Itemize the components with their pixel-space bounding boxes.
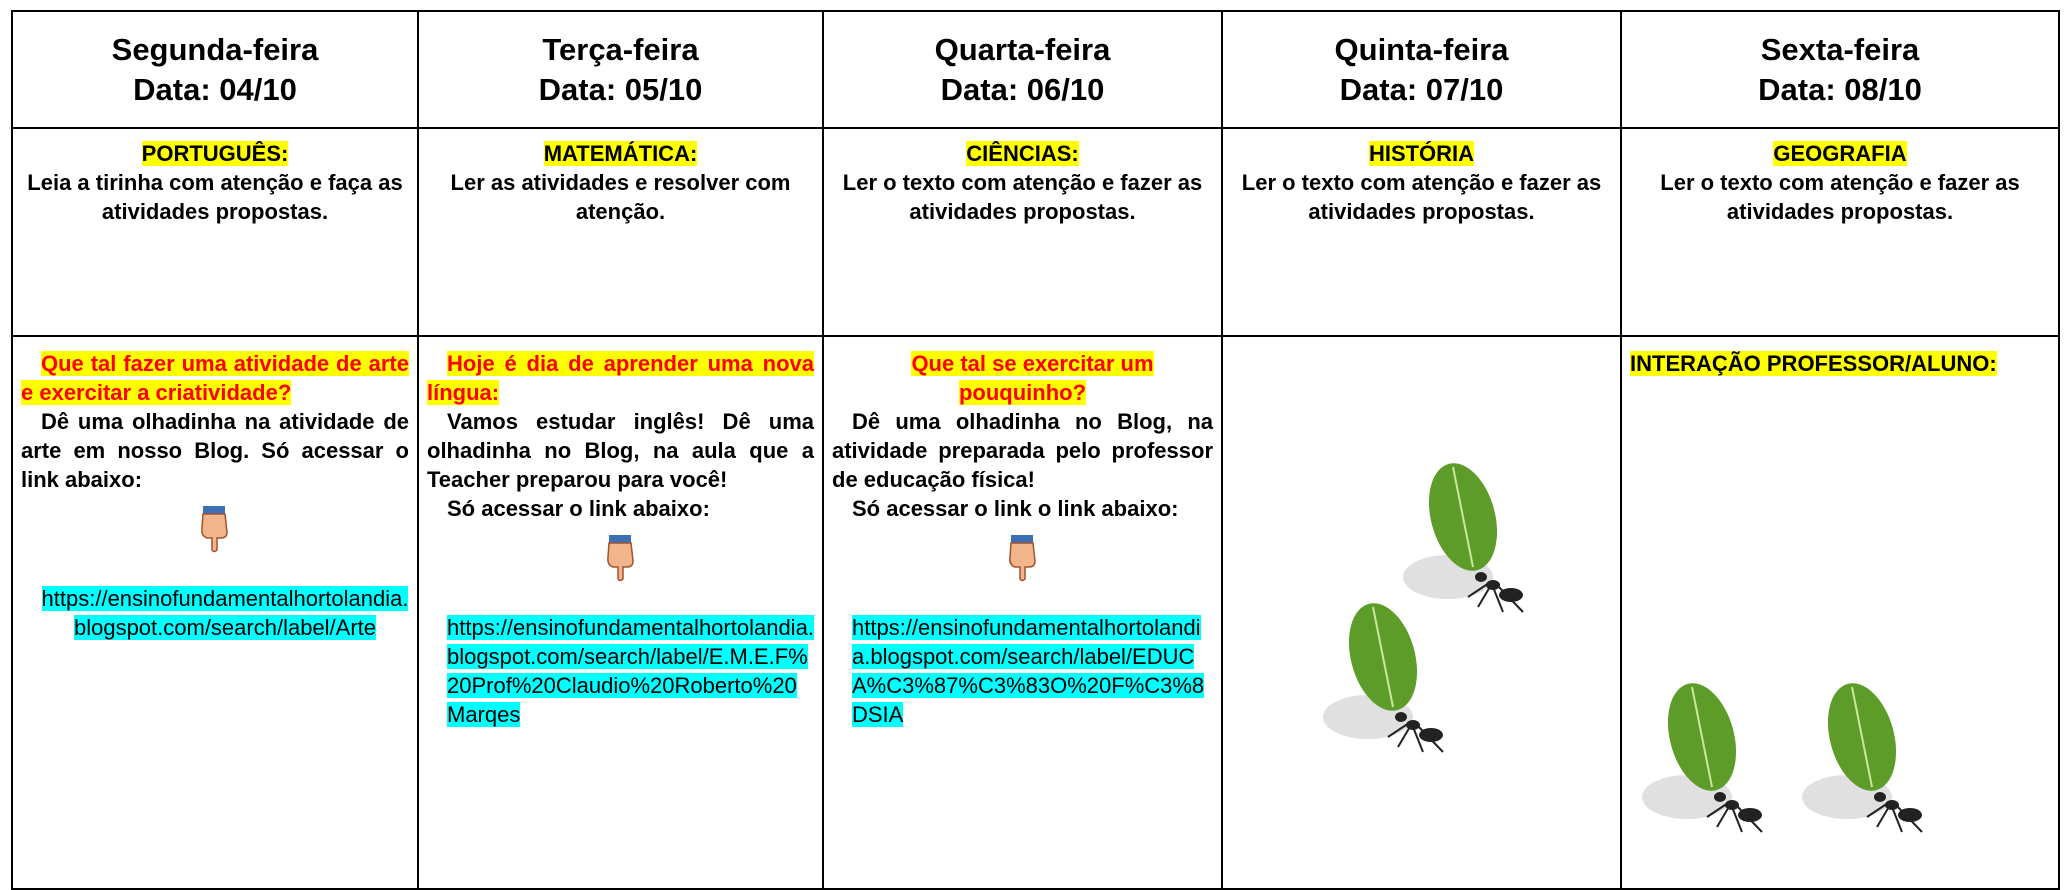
activity-row: Que tal fazer uma atividade de arte e ex… [11,335,2060,890]
hand-icon [606,535,634,582]
icon-part [1738,808,1762,822]
icon-part [1499,588,1523,602]
link-line: https://ensinofundamentalhortolandia.blo… [832,613,1213,729]
subject-line: CIÊNCIAS: [832,139,1213,168]
activity-cell: INTERAÇÃO PROFESSOR/ALUNO: [1620,335,2060,890]
subject-cell: MATEMÁTICA: Ler as atividades e resolver … [417,127,824,337]
task-text: Ler o texto com atenção e fazer as ativi… [1241,170,1602,224]
icon-part [1395,712,1407,722]
ant-leaf-image [1403,463,1524,613]
subject-line: GEOGRAFIA [1630,139,2050,168]
activity-text: Dê uma olhadinha no Blog, na atividade p… [832,409,1213,492]
day-name: Segunda-feira [111,31,319,67]
icon-part [606,542,634,582]
subject-line: HISTÓRIA [1231,139,1612,168]
subject-label: PORTUGUÊS: [141,141,289,166]
link-line: https://ensinofundamentalhortolandia.blo… [427,613,814,729]
activity-cell: Que tal fazer uma atividade de arte e ex… [11,335,419,890]
ant-leaf-image [1642,683,1763,833]
task-text: Leia a tirinha com atenção e faça as ati… [27,170,403,224]
task-text: Ler o texto com atenção e fazer as ativi… [842,170,1203,224]
task-text: Ler as atividades e resolver com atenção… [450,170,791,224]
icon-part [1010,535,1033,543]
ant-leaf-image [1802,683,1923,833]
icon-part [1419,728,1443,742]
icon-part [608,535,631,543]
activity-cell [1221,335,1622,890]
activity-heading: INTERAÇÃO PROFESSOR/ALUNO: [1630,351,1997,376]
activity-cell: Hoje é dia de aprender uma nova língua: V… [417,335,824,890]
schedule-table: Segunda-feira Data: 04/10 Terça-feira Data:… [11,10,2060,890]
header-row: Segunda-feira Data: 04/10 Terça-feira Data:… [11,10,2060,129]
subject-label: GEOGRAFIA [1773,141,1907,166]
activity-cell: Que tal se exercitar um pouquinho? Dê uma… [822,335,1223,890]
link-line: https://ensinofundamentalhortolandia.blo… [21,584,409,642]
task-text: Ler o texto com atenção e fazer as ativi… [1660,170,2020,224]
icon-part [1387,722,1444,753]
icon-part [1866,802,1923,833]
subject-cell: HISTÓRIA Ler o texto com atenção e fazer … [1221,127,1622,337]
day-header-cell: Sexta-feira Data: 08/10 [1620,10,2060,129]
day-header-cell: Quinta-feira Data: 07/10 [1221,10,1622,129]
day-date: Data: 08/10 [1758,71,1922,107]
icon-part [1714,792,1726,802]
day-name: Quarta-feira [934,31,1111,67]
subject-line: MATEMÁTICA: [427,139,814,168]
activity-link[interactable]: https://ensinofundamentalhortolandia.blo… [447,615,814,727]
activity-text: Só acessar o link o link abaixo: [852,496,1179,521]
icon-part [1467,582,1524,613]
icon-part [1372,606,1394,708]
icon-part [1691,686,1713,788]
icon-part [1706,802,1763,833]
subject-cell: GEOGRAFIA Ler o texto com atenção e fazer… [1620,127,2060,337]
table-body: Segunda-feira Data: 04/10 Terça-feira Data:… [11,10,2060,890]
activity-heading-line: Que tal fazer uma atividade de arte e ex… [21,349,409,407]
activity-heading-line: Que tal se exercitar um pouquinho? [832,349,1213,407]
icon-part [203,506,225,514]
day-name: Quinta-feira [1334,31,1509,67]
icon-part [1851,686,1873,788]
activity-heading-line: Hoje é dia de aprender uma nova língua: [427,349,814,407]
day-date: Data: 04/10 [133,71,297,107]
subject-cell: CIÊNCIAS: Ler o texto com atenção e fazer… [822,127,1223,337]
icon-part [1874,792,1886,802]
subject-line: PORTUGUÊS: [21,139,409,168]
subject-row: PORTUGUÊS: Leia a tirinha com atenção e f… [11,127,2060,337]
activity-heading: Que tal fazer uma atividade de arte e ex… [21,351,409,405]
ant-leaf-image [1323,603,1444,753]
day-header-cell: Quarta-feira Data: 06/10 [822,10,1223,129]
activity-heading: Hoje é dia de aprender uma nova língua: [427,351,814,405]
day-header-cell: Segunda-feira Data: 04/10 [11,10,419,129]
day-name: Sexta-feira [1760,31,1920,67]
day-date: Data: 06/10 [940,71,1105,107]
subject-label: CIÊNCIAS: [966,141,1079,166]
icon-part [1008,542,1036,582]
activity-link[interactable]: https://ensinofundamentalhortolandia.blo… [852,615,1205,727]
hand-icon [201,506,228,553]
icon-part [201,513,228,553]
subject-cell: PORTUGUÊS: Leia a tirinha com atenção e f… [11,127,419,337]
activity-text: Vamos estudar inglês! Dê uma olhadinha n… [427,409,814,492]
activity-text: Dê uma olhadinha na atividade de arte em… [21,409,409,492]
activity-heading: Que tal se exercitar um pouquinho? [911,351,1154,405]
icon-part [1452,466,1474,568]
activity-text: Só acessar o link abaixo: [447,496,710,521]
icon-part [1475,572,1487,582]
day-date: Data: 05/10 [538,71,703,107]
icon-part [1898,808,1922,822]
day-date: Data: 07/10 [1339,71,1504,107]
hand-icon [1008,535,1036,582]
activity-link[interactable]: https://ensinofundamentalhortolandia.blo… [41,586,409,640]
day-header-cell: Terça-feira Data: 05/10 [417,10,824,129]
day-name: Terça-feira [542,31,699,67]
subject-label: HISTÓRIA [1368,141,1475,166]
subject-label: MATEMÁTICA: [543,141,698,166]
activity-heading-line: INTERAÇÃO PROFESSOR/ALUNO: [1630,349,2050,378]
